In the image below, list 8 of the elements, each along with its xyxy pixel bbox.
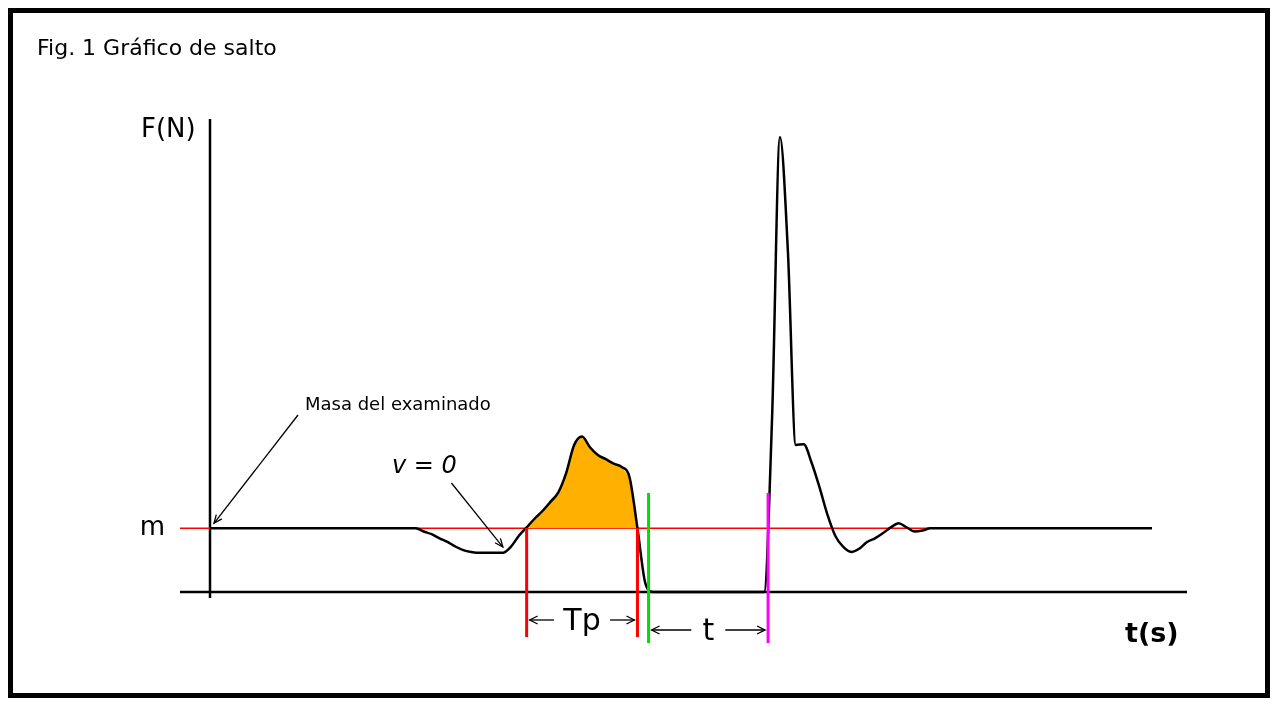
- ref-line-label: m: [139, 511, 165, 542]
- text: Tp: [562, 602, 601, 637]
- chart-title: Fig. 1 Gráfico de salto: [37, 35, 277, 60]
- annotation: Masa del examinado: [305, 392, 491, 414]
- annotation: v = 0: [392, 451, 457, 480]
- y-axis-title: F(N): [141, 113, 196, 143]
- x-axis-title: t(s): [1125, 617, 1179, 648]
- text: t: [702, 612, 715, 647]
